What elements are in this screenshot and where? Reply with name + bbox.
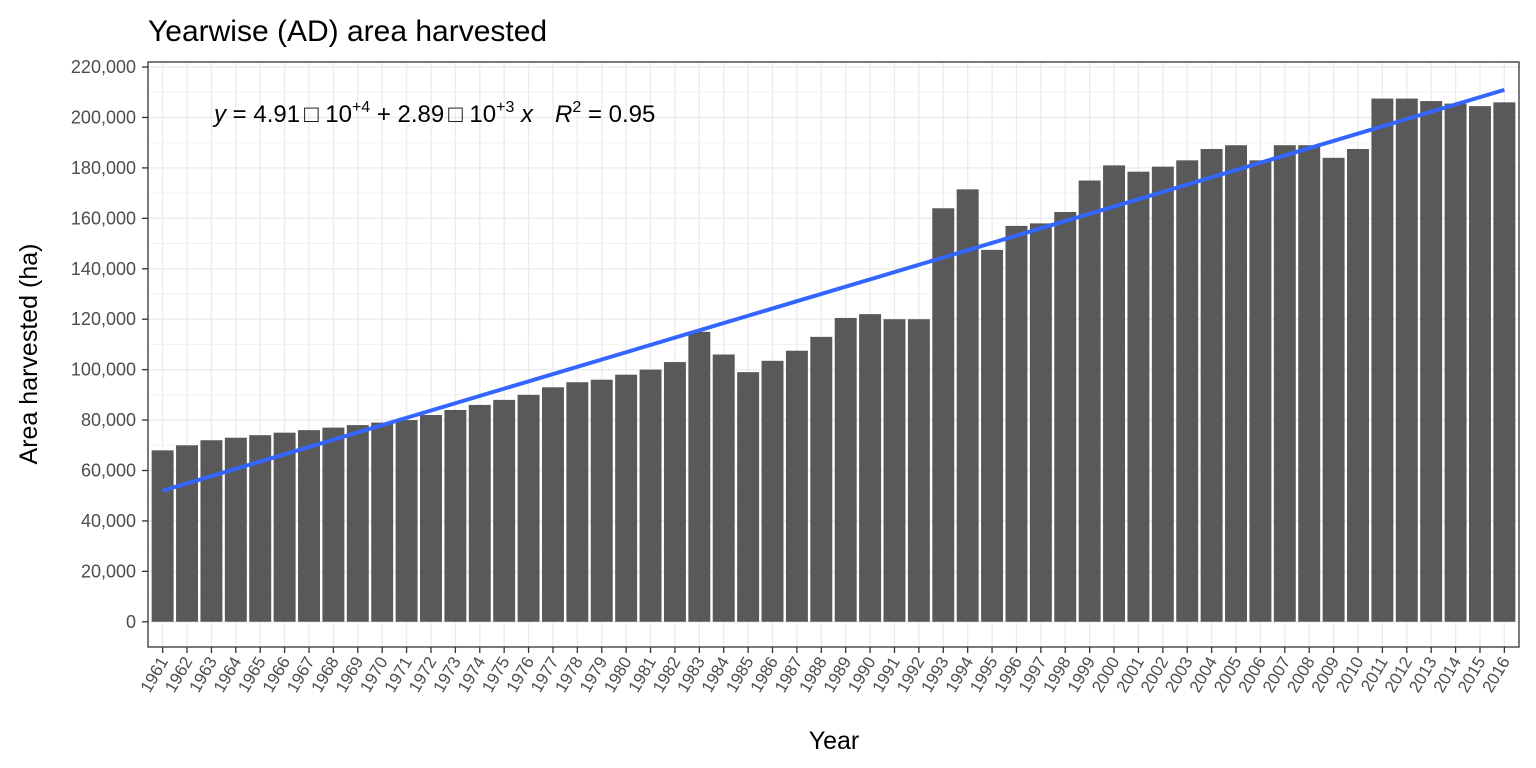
- bar: [468, 404, 491, 622]
- plot-panel: [147, 61, 1520, 648]
- equation-ten: 10: [319, 101, 352, 128]
- bar: [737, 372, 760, 622]
- y-tick-label: 100,000: [71, 360, 136, 380]
- chart-title: Yearwise (AD) area harvested: [148, 15, 547, 48]
- bar: [1273, 145, 1296, 622]
- y-tick-label: 120,000: [71, 309, 136, 329]
- y-tick-label: 20,000: [81, 561, 136, 581]
- bar: [883, 319, 906, 622]
- bar: [688, 331, 711, 622]
- bar: [810, 336, 833, 622]
- bar: [1078, 180, 1101, 622]
- bar: [371, 422, 394, 622]
- bar: [712, 354, 735, 622]
- y-tick-label: 140,000: [71, 259, 136, 279]
- equation-exponent-2: +3: [496, 99, 514, 116]
- bar: [1200, 148, 1223, 622]
- bar: [444, 409, 467, 622]
- y-tick-label: 0: [126, 612, 136, 632]
- bar: [1005, 225, 1028, 622]
- bar: [1493, 102, 1516, 622]
- bar: [1151, 166, 1174, 622]
- bar: [1127, 171, 1150, 622]
- equation-times-glyph-2: □: [448, 101, 463, 128]
- x-axis-title: Year: [809, 727, 860, 755]
- bar: [541, 387, 564, 622]
- y-tick-label: 80,000: [81, 410, 136, 430]
- bar: [566, 382, 589, 622]
- equation-exponent-1: +4: [352, 99, 370, 116]
- bar: [395, 420, 418, 622]
- equation-y-symbol: y: [212, 101, 228, 128]
- trend-line: [162, 87, 1505, 493]
- bar: [151, 450, 174, 622]
- regression-equation: y = 4.91 □ 10+4 + 2.89 □ 10+3 x R2 = 0.95: [212, 99, 655, 128]
- bar: [956, 189, 979, 622]
- bar: [639, 369, 662, 622]
- bar: [834, 317, 857, 622]
- bar: [761, 360, 784, 622]
- y-tick-label: 40,000: [81, 511, 136, 531]
- bar: [493, 399, 516, 622]
- y-tick-label: 60,000: [81, 460, 136, 480]
- bar: [981, 249, 1004, 622]
- bar: [1347, 148, 1369, 622]
- bar: [200, 440, 223, 622]
- bar: [420, 415, 442, 622]
- bar: [249, 435, 272, 622]
- bar: [224, 437, 247, 622]
- bar: [785, 350, 808, 622]
- equation-intercept: = 4.91: [226, 101, 300, 128]
- x-axis: 1961196219631964196519661967196819691970…: [137, 647, 1514, 696]
- y-axis: 0 20,000 40,000 60,000 80,000 100,000 120,000 1…: [71, 57, 148, 632]
- bars: [151, 98, 1516, 622]
- bar: [1395, 98, 1418, 622]
- y-axis-title: Area harvested (ha): [15, 244, 43, 465]
- bar: [1176, 160, 1199, 622]
- bar: [1420, 101, 1443, 622]
- bar: [1103, 165, 1126, 622]
- bar: [1249, 160, 1272, 622]
- y-tick-label: 180,000: [71, 158, 136, 178]
- bar: [322, 427, 345, 622]
- equation-ten-2: 10: [463, 101, 496, 128]
- bar: [1225, 145, 1247, 622]
- bar: [273, 432, 296, 622]
- y-tick-label: 160,000: [71, 208, 136, 228]
- panel-border: [147, 61, 1520, 648]
- bar: [1029, 223, 1052, 622]
- y-tick-label: 220,000: [71, 57, 136, 77]
- bar: [1054, 212, 1077, 622]
- y-tick-label: 200,000: [71, 107, 136, 127]
- bar: [298, 430, 320, 622]
- bar: [1444, 103, 1467, 622]
- bar: [590, 379, 613, 622]
- bar: [615, 374, 638, 622]
- bar: [1371, 98, 1394, 622]
- equation-slope: + 2.89: [370, 101, 444, 128]
- equation-x-symbol: x: [514, 101, 534, 128]
- bar: [859, 314, 882, 622]
- bar: [517, 394, 540, 622]
- bar: [932, 208, 955, 622]
- bar: [1322, 157, 1345, 622]
- bar: [663, 362, 686, 622]
- bar: [1468, 106, 1491, 622]
- equation-r-symbol: R: [555, 101, 572, 128]
- bar: [1298, 145, 1321, 622]
- equation-times-glyph: □: [304, 101, 319, 128]
- bar: [346, 425, 369, 622]
- equation-r-value: = 0.95: [581, 101, 655, 128]
- bar: [907, 319, 930, 622]
- bar: [176, 445, 199, 622]
- equation-r-exponent: 2: [572, 99, 581, 116]
